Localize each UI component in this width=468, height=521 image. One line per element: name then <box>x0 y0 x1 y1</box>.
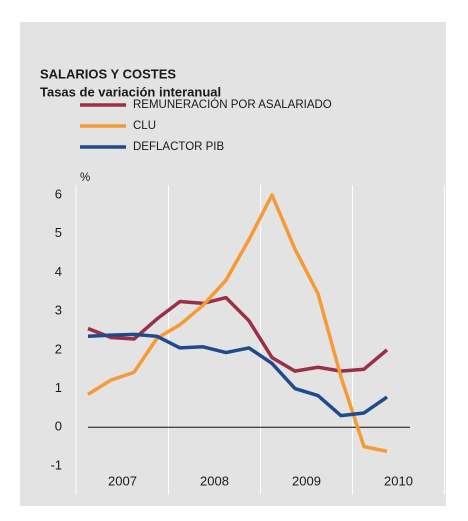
y-tick-label: 6 <box>55 186 62 201</box>
panel <box>20 22 446 506</box>
y-tick-label: -1 <box>50 457 62 472</box>
x-tick-label: 2007 <box>108 473 137 488</box>
x-tick-label: 2008 <box>200 473 229 488</box>
x-tick-label: 2009 <box>292 473 321 488</box>
y-tick-label: 5 <box>55 225 62 240</box>
chart-subtitle: Tasas de variación interanual <box>40 84 221 99</box>
series-line <box>87 332 388 418</box>
y-tick-label: 0 <box>55 419 62 434</box>
y-tick-label: 1 <box>55 380 62 395</box>
y-tick-label: 2 <box>55 341 62 356</box>
y-unit: % <box>80 172 90 184</box>
legend-label: CLU <box>133 120 156 132</box>
chart-title: SALARIOS Y COSTES <box>40 66 176 81</box>
series-line <box>87 193 388 454</box>
x-tick-label: 2010 <box>384 473 413 488</box>
legend-label: DEFLACTOR PIB <box>133 141 224 153</box>
y-tick-label: 4 <box>55 264 62 279</box>
y-tick-label: 3 <box>55 303 62 318</box>
legend-label: REMUNERACIÓN POR ASALARIADO <box>133 98 332 111</box>
